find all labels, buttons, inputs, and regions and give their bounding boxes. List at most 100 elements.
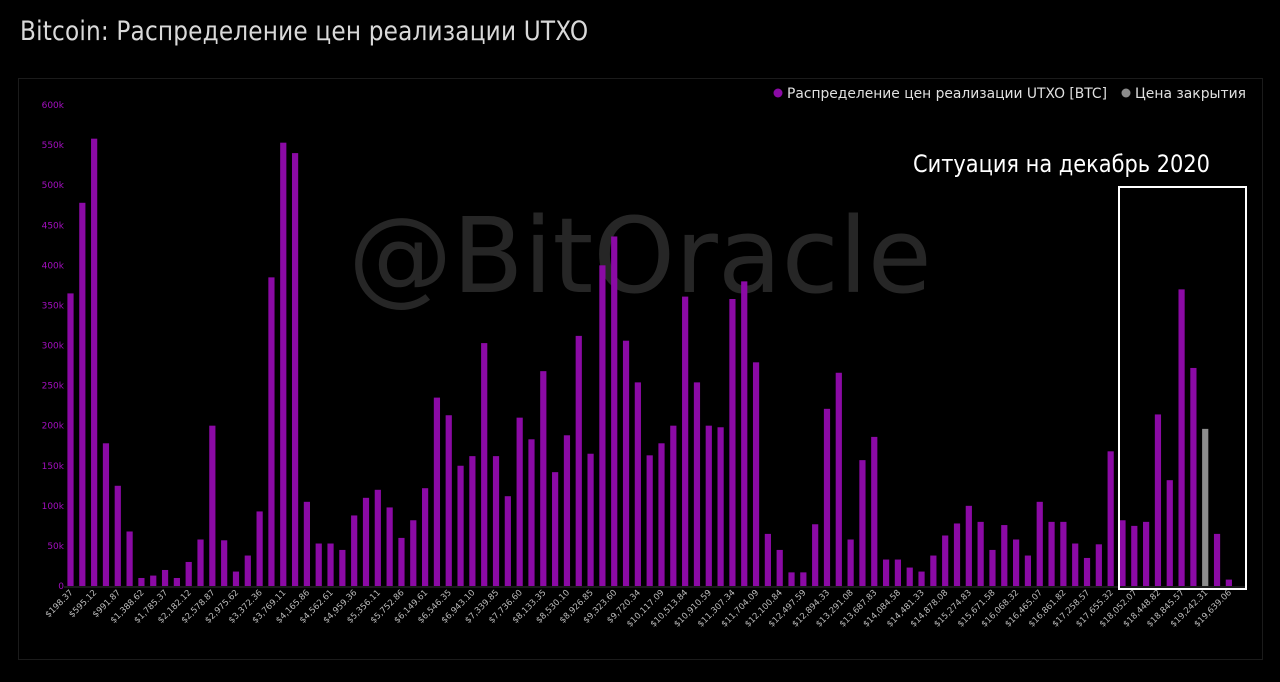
bar bbox=[705, 425, 712, 586]
bar bbox=[670, 425, 677, 586]
page-title: Bitcoin: Распределение цен реализации UT… bbox=[20, 16, 589, 47]
bar bbox=[362, 497, 370, 586]
annotation-label: Ситуация на декабрь 2020 bbox=[913, 150, 1210, 178]
bar bbox=[398, 537, 405, 586]
bar bbox=[930, 555, 937, 586]
bar bbox=[1024, 555, 1032, 586]
bar bbox=[91, 138, 98, 587]
bar bbox=[1131, 525, 1138, 587]
bar bbox=[847, 539, 854, 586]
bar bbox=[823, 408, 831, 586]
bar bbox=[599, 265, 606, 586]
y-tick-label: 600k bbox=[42, 101, 65, 111]
bar bbox=[173, 577, 180, 586]
bar bbox=[1036, 501, 1043, 586]
bar bbox=[256, 511, 263, 586]
y-tick-label: 0 bbox=[58, 582, 64, 592]
bar bbox=[504, 496, 511, 586]
watermark: @BitOracle bbox=[348, 195, 931, 317]
bar bbox=[79, 202, 86, 587]
bar bbox=[1166, 480, 1173, 586]
bar bbox=[764, 533, 771, 586]
bar bbox=[977, 521, 984, 586]
bar bbox=[611, 236, 618, 586]
bar bbox=[942, 535, 949, 586]
bar bbox=[481, 343, 488, 586]
bar bbox=[1060, 521, 1067, 586]
bar bbox=[374, 489, 381, 586]
bar bbox=[433, 397, 441, 586]
bar bbox=[422, 488, 429, 586]
bar bbox=[1225, 579, 1232, 586]
bars-group bbox=[67, 138, 1232, 587]
bar bbox=[351, 515, 358, 586]
legend-swatch-utxo bbox=[773, 88, 783, 98]
bar bbox=[989, 549, 996, 586]
y-tick-label: 400k bbox=[42, 261, 65, 271]
bar bbox=[386, 507, 393, 586]
bar bbox=[232, 571, 240, 586]
bar bbox=[800, 572, 807, 586]
bar bbox=[209, 425, 216, 586]
bar bbox=[871, 436, 878, 586]
bar bbox=[1143, 521, 1150, 586]
bar bbox=[303, 501, 310, 586]
bar bbox=[185, 561, 192, 586]
y-tick-label: 300k bbox=[42, 342, 65, 352]
bar bbox=[114, 485, 121, 586]
y-tick-label: 550k bbox=[42, 141, 65, 151]
plot-frame bbox=[18, 78, 1263, 660]
bar bbox=[516, 417, 523, 586]
bar bbox=[575, 335, 582, 586]
bar bbox=[492, 456, 500, 586]
y-axis-ticks: 0 50k 100k 150k 200k 250k 300k 350k 400k 450k 500k… bbox=[42, 101, 65, 592]
bar bbox=[622, 340, 630, 586]
bar bbox=[540, 371, 547, 586]
bar bbox=[161, 569, 169, 586]
bar bbox=[587, 453, 594, 586]
bar bbox=[1107, 451, 1114, 586]
close-price-bar bbox=[1202, 428, 1209, 586]
bar bbox=[1001, 525, 1008, 586]
bar bbox=[1190, 367, 1197, 586]
y-tick-label: 200k bbox=[42, 422, 65, 432]
bar bbox=[1048, 521, 1055, 586]
bar bbox=[882, 559, 890, 586]
bar bbox=[1083, 557, 1091, 586]
y-tick-label: 250k bbox=[42, 382, 65, 392]
y-tick-label: 350k bbox=[42, 301, 65, 311]
bar bbox=[102, 443, 110, 586]
bar bbox=[268, 277, 275, 586]
x-axis-ticks: $198.37$595.12$991.87$1,388.62$1,785.37$… bbox=[44, 588, 1234, 629]
bar bbox=[221, 540, 228, 586]
bar bbox=[682, 296, 689, 586]
bar bbox=[658, 443, 665, 586]
bar bbox=[812, 524, 819, 586]
bar bbox=[563, 435, 571, 586]
bar bbox=[150, 575, 157, 586]
bar bbox=[280, 142, 287, 586]
bar bbox=[859, 460, 866, 586]
bar bbox=[1119, 520, 1126, 586]
bar bbox=[67, 293, 74, 586]
y-tick-label: 50k bbox=[47, 542, 64, 552]
bar bbox=[126, 531, 133, 586]
bar bbox=[244, 555, 251, 586]
y-tick-label: 150k bbox=[42, 462, 65, 472]
bar bbox=[528, 439, 535, 586]
bar bbox=[410, 520, 417, 586]
bar bbox=[894, 559, 901, 586]
bar bbox=[953, 523, 961, 586]
bar bbox=[1013, 539, 1020, 586]
bar bbox=[197, 539, 204, 586]
bar bbox=[327, 543, 334, 586]
bar bbox=[752, 362, 760, 586]
bar bbox=[788, 572, 795, 586]
annotation-box bbox=[1118, 186, 1247, 590]
bar bbox=[717, 427, 724, 586]
bar bbox=[1095, 544, 1102, 586]
bar bbox=[339, 549, 346, 586]
bar bbox=[965, 505, 972, 586]
bar bbox=[1178, 289, 1185, 586]
